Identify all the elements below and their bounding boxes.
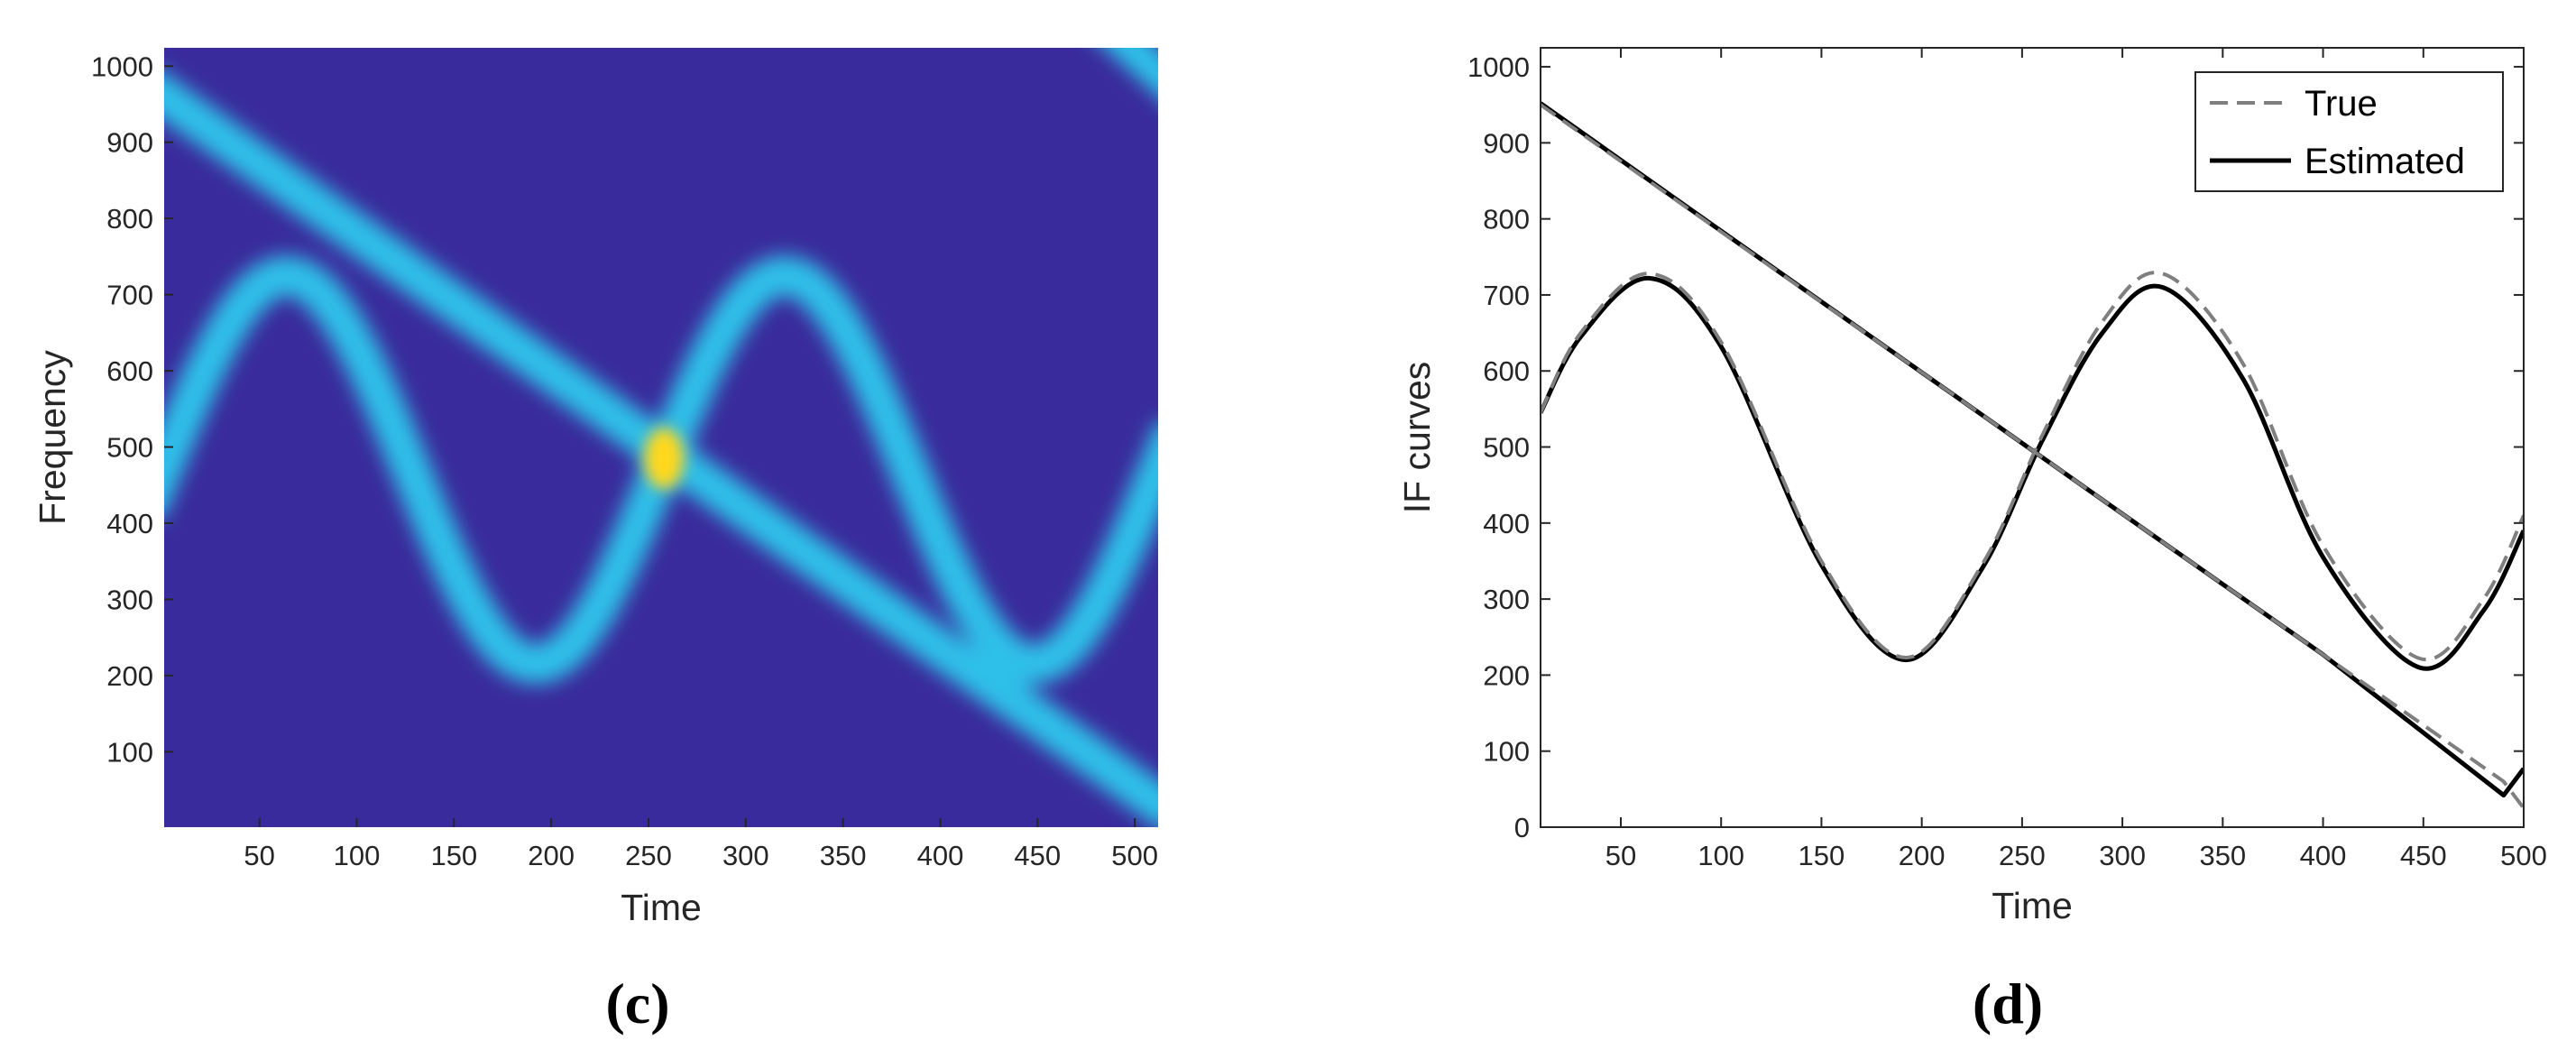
lines-ytick-label: 500: [1483, 432, 1530, 464]
series-true-sinusoidal: [1541, 271, 2524, 662]
panel-label-d: (d): [1973, 972, 2043, 1036]
lines-xtick-label: 100: [1697, 840, 1744, 871]
lines-ytick-label: 400: [1483, 508, 1530, 539]
series-true-linear: [1541, 103, 2524, 810]
heatmap-ytick-label: 700: [106, 280, 153, 311]
lines-ytick-label: 700: [1483, 280, 1530, 311]
legend-box: [2194, 71, 2504, 192]
heatmap-ytick-label: 1000: [91, 51, 153, 82]
lines-xtick-label: 500: [2500, 840, 2547, 871]
panel-label-c: (c): [605, 972, 669, 1036]
lines-ytick-label: 1000: [1467, 51, 1530, 83]
heatmap-ytick-label: 200: [106, 660, 153, 692]
heatmap-chart: 50 100 150 200 250 300 350 400 450 500 100 200 300 40…: [32, 48, 1158, 1036]
lines-xtick-label: 300: [2099, 840, 2146, 871]
heatmap-ytick-label: 400: [106, 508, 153, 539]
heatmap-ytick-label: 100: [106, 736, 153, 768]
lines-ytick-label: 300: [1483, 584, 1530, 615]
if-curves-chart: 50 100 150 200 250 300 350 400 450 500 0 100 200 300 4…: [1396, 47, 2547, 1036]
legend: True Estimated: [2194, 71, 2504, 192]
heatmap-ylabel: Frequency: [32, 350, 73, 525]
heatmap-ytick-label: 900: [106, 127, 153, 159]
heatmap-xtick-label: 400: [917, 840, 964, 871]
legend-label-true: True: [2305, 84, 2378, 124]
heatmap-xtick-label: 250: [625, 840, 672, 871]
lines-xtick-label: 250: [1999, 840, 2046, 871]
legend-label-estimated: Estimated: [2305, 142, 2465, 181]
series-estimated-sinusoidal: [1541, 275, 2524, 671]
heatmap-xtick-label: 150: [430, 840, 477, 871]
heatmap-xtick-label: 300: [722, 840, 769, 871]
lines-xtick-label: 450: [2400, 840, 2447, 871]
heatmap-xtick-label: 450: [1014, 840, 1061, 871]
plot-box: [1540, 47, 2525, 828]
ridge-wrap: [1104, 48, 1158, 97]
lines-xtick-label: 50: [1605, 840, 1636, 871]
lines-ytick-label: 200: [1483, 659, 1530, 691]
lines-xtick-label: 400: [2300, 840, 2347, 871]
heatmap-xtick-label: 100: [334, 840, 381, 871]
heatmap-ytick-label: 500: [106, 432, 153, 464]
heatmap-xtick-label: 50: [244, 840, 274, 871]
heatmap-ytick-label: 600: [106, 355, 153, 387]
lines-ytick-label: 900: [1483, 127, 1530, 159]
lines-ytick-label: 0: [1514, 812, 1530, 843]
crossing-peak: [644, 428, 685, 490]
lines-xtick-label: 350: [2199, 840, 2246, 871]
heatmap-xlabel: Time: [621, 887, 702, 928]
heatmap-ytick-label: 300: [106, 584, 153, 615]
lines-ytick-label: 100: [1483, 736, 1530, 768]
lines-ylabel: IF curves: [1396, 362, 1438, 514]
lines-xtick-label: 200: [1899, 840, 1946, 871]
heatmap-ytick-label: 800: [106, 203, 153, 235]
lines-xlabel: Time: [1992, 885, 2073, 926]
heatmap-xtick-label: 350: [820, 840, 867, 871]
lines-ytick-label: 600: [1483, 355, 1530, 387]
lines-xtick-label: 150: [1799, 840, 1845, 871]
lines-ytick-label: 800: [1483, 204, 1530, 235]
heatmap-xtick-label: 500: [1111, 840, 1158, 871]
heatmap-xtick-label: 200: [528, 840, 575, 871]
